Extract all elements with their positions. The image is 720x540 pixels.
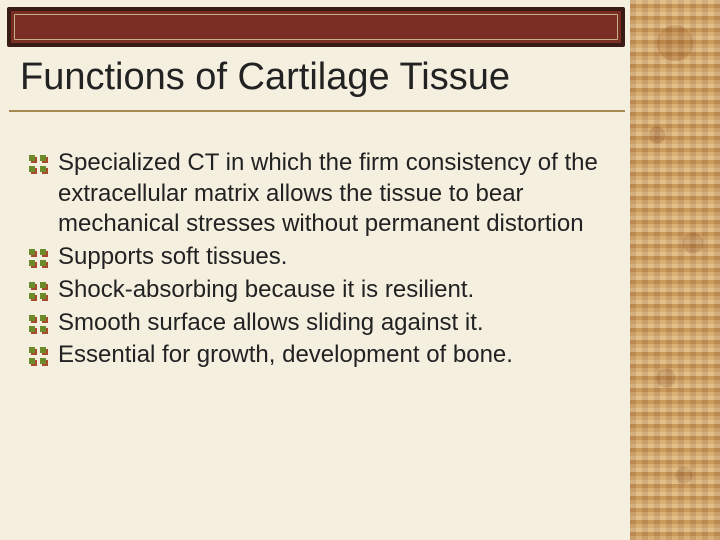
bullet-icon [28, 281, 50, 303]
decorative-side-strip [630, 0, 720, 540]
title-accent-box-inner [14, 14, 618, 40]
bullet-icon [28, 154, 50, 176]
bullet-list: Specialized CT in which the firm consist… [20, 148, 618, 373]
list-item: Smooth surface allows sliding against it… [20, 308, 618, 339]
slide-title: Functions of Cartilage Tissue [20, 56, 620, 100]
bullet-text: Smooth surface allows sliding against it… [58, 308, 618, 339]
bullet-text: Specialized CT in which the firm consist… [58, 148, 618, 240]
bullet-icon [28, 346, 50, 368]
slide: Functions of Cartilage Tissue Specialize… [0, 0, 720, 540]
title-accent-box [7, 7, 625, 47]
list-item: Essential for growth, development of bon… [20, 340, 618, 371]
list-item: Specialized CT in which the firm consist… [20, 148, 618, 240]
list-item: Shock-absorbing because it is resilient. [20, 275, 618, 306]
bullet-text: Supports soft tissues. [58, 242, 618, 273]
bullet-icon [28, 248, 50, 270]
horizontal-rule [9, 110, 625, 112]
bullet-icon [28, 314, 50, 336]
bullet-text: Essential for growth, development of bon… [58, 340, 618, 371]
bullet-text: Shock-absorbing because it is resilient. [58, 275, 618, 306]
list-item: Supports soft tissues. [20, 242, 618, 273]
